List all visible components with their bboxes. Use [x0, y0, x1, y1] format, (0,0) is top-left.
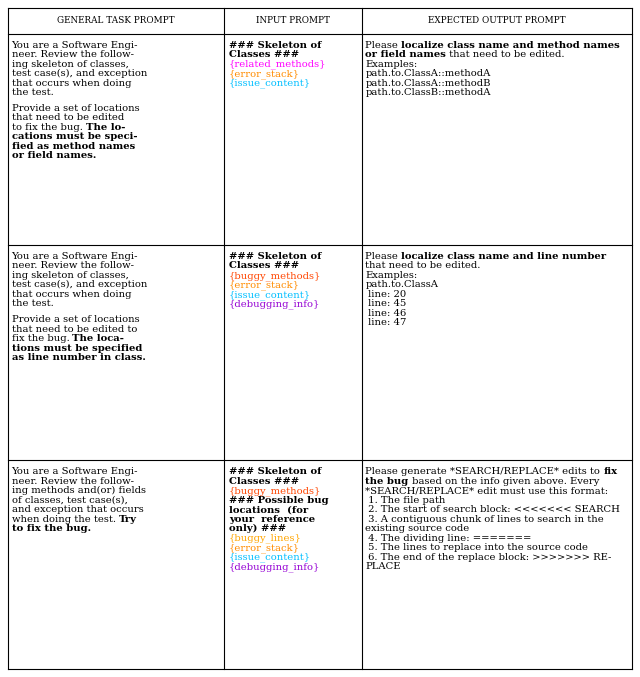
Text: line: 46: line: 46 [365, 309, 406, 318]
Text: that need to be edited.: that need to be edited. [365, 261, 481, 270]
Text: locations  (for: locations (for [229, 505, 308, 514]
Text: path.to.ClassB::methodA: path.to.ClassB::methodA [365, 88, 491, 97]
Text: to fix the bug.: to fix the bug. [12, 123, 86, 132]
Text: Classes ###: Classes ### [229, 477, 300, 485]
Text: based on the info given above. Every: based on the info given above. Every [409, 477, 599, 485]
Text: You are a Software Engi-: You are a Software Engi- [12, 467, 138, 476]
Text: 6. The end of the replace block: >>>>>>> RE-: 6. The end of the replace block: >>>>>>>… [365, 552, 612, 562]
Text: ing skeleton of classes,: ing skeleton of classes, [12, 271, 129, 280]
Text: path.to.ClassA::methodB: path.to.ClassA::methodB [365, 79, 491, 87]
Text: {error_stack}: {error_stack} [229, 543, 300, 553]
Text: line: 45: line: 45 [365, 299, 407, 308]
Text: only) ###: only) ### [229, 524, 286, 533]
Text: You are a Software Engi-: You are a Software Engi- [12, 252, 138, 261]
Text: You are a Software Engi-: You are a Software Engi- [12, 41, 138, 49]
Text: path.to.ClassA::methodA: path.to.ClassA::methodA [365, 69, 491, 78]
Text: or field names: or field names [365, 50, 446, 59]
Text: ing skeleton of classes,: ing skeleton of classes, [12, 60, 129, 68]
Text: ### Skeleton of: ### Skeleton of [229, 252, 322, 261]
Text: the test.: the test. [12, 299, 53, 308]
Text: Provide a set of locations: Provide a set of locations [12, 315, 139, 324]
Text: {buggy_lines}: {buggy_lines} [229, 533, 302, 544]
Text: fix: fix [604, 467, 618, 476]
Text: {buggy_methods}: {buggy_methods} [229, 486, 321, 496]
Text: existing source code: existing source code [365, 524, 470, 533]
Text: ### Possible bug: ### Possible bug [229, 496, 329, 504]
Text: Classes ###: Classes ### [229, 50, 300, 59]
Text: fied as method names: fied as method names [12, 142, 135, 151]
Text: ### Skeleton of: ### Skeleton of [229, 41, 322, 49]
Text: Please: Please [365, 41, 401, 49]
Text: INPUT PROMPT: INPUT PROMPT [256, 16, 330, 26]
Text: fix the bug.: fix the bug. [12, 334, 72, 343]
Text: that occurs when doing: that occurs when doing [12, 79, 131, 87]
Text: that need to be edited: that need to be edited [12, 113, 124, 123]
Text: GENERAL TASK PROMPT: GENERAL TASK PROMPT [57, 16, 175, 26]
Text: or field names.: or field names. [12, 152, 96, 160]
Text: line: 20: line: 20 [365, 290, 406, 299]
Text: as line number in class.: as line number in class. [12, 353, 145, 362]
Text: of classes, test case(s),: of classes, test case(s), [12, 496, 127, 504]
Text: when doing the test.: when doing the test. [12, 515, 118, 523]
Text: {issue_content}: {issue_content} [229, 552, 311, 563]
Text: localize class name and line number: localize class name and line number [401, 252, 607, 261]
Text: Please generate *SEARCH/REPLACE* edits to: Please generate *SEARCH/REPLACE* edits t… [365, 467, 604, 476]
Text: to fix the bug.: to fix the bug. [12, 524, 91, 533]
Text: *SEARCH/REPLACE* edit must use this format:: *SEARCH/REPLACE* edit must use this form… [365, 486, 609, 495]
Text: {issue_content}: {issue_content} [229, 290, 311, 299]
Text: line: 47: line: 47 [365, 318, 407, 328]
Text: ### Skeleton of: ### Skeleton of [229, 467, 322, 476]
Text: The loca-: The loca- [72, 334, 124, 343]
Text: 2. The start of search block: <<<<<<< SEARCH: 2. The start of search block: <<<<<<< SE… [365, 505, 620, 514]
Text: that need to be edited to: that need to be edited to [12, 324, 137, 334]
Text: neer. Review the follow-: neer. Review the follow- [12, 477, 134, 485]
Text: cations must be speci-: cations must be speci- [12, 132, 137, 141]
Text: ing methods and(or) fields: ing methods and(or) fields [12, 486, 145, 496]
Text: and exception that occurs: and exception that occurs [12, 505, 143, 514]
Text: Classes ###: Classes ### [229, 261, 300, 270]
Text: your  reference: your reference [229, 515, 316, 523]
Text: 4. The dividing line: =======: 4. The dividing line: ======= [365, 533, 532, 543]
Text: EXPECTED OUTPUT PROMPT: EXPECTED OUTPUT PROMPT [428, 16, 566, 26]
Text: localize class name and method names: localize class name and method names [401, 41, 620, 49]
Text: test case(s), and exception: test case(s), and exception [12, 280, 147, 290]
Text: Examples:: Examples: [365, 60, 418, 68]
Text: 3. A contiguous chunk of lines to search in the: 3. A contiguous chunk of lines to search… [365, 515, 604, 523]
Text: Try: Try [118, 515, 136, 523]
Text: the bug: the bug [365, 477, 409, 485]
Text: The lo-: The lo- [86, 123, 125, 132]
Text: {debugging_info}: {debugging_info} [229, 562, 321, 572]
Text: Examples:: Examples: [365, 271, 418, 280]
Text: test case(s), and exception: test case(s), and exception [12, 69, 147, 79]
Text: that need to be edited.: that need to be edited. [446, 50, 565, 59]
Text: 5. The lines to replace into the source code: 5. The lines to replace into the source … [365, 543, 588, 552]
Text: neer. Review the follow-: neer. Review the follow- [12, 50, 134, 59]
Text: {error_stack}: {error_stack} [229, 69, 300, 79]
Text: tions must be specified: tions must be specified [12, 343, 142, 353]
Text: PLACE: PLACE [365, 562, 401, 571]
Text: {debugging_info}: {debugging_info} [229, 299, 321, 309]
Text: {error_stack}: {error_stack} [229, 280, 300, 290]
Text: neer. Review the follow-: neer. Review the follow- [12, 261, 134, 270]
Text: {issue_content}: {issue_content} [229, 79, 311, 88]
Text: {related_methods}: {related_methods} [229, 60, 326, 69]
Text: 1. The file path: 1. The file path [365, 496, 446, 504]
Text: {buggy_methods}: {buggy_methods} [229, 271, 321, 280]
Text: Please: Please [365, 252, 401, 261]
Text: the test.: the test. [12, 88, 53, 97]
Text: that occurs when doing: that occurs when doing [12, 290, 131, 299]
Text: Provide a set of locations: Provide a set of locations [12, 104, 139, 113]
Text: path.to.ClassA: path.to.ClassA [365, 280, 438, 289]
